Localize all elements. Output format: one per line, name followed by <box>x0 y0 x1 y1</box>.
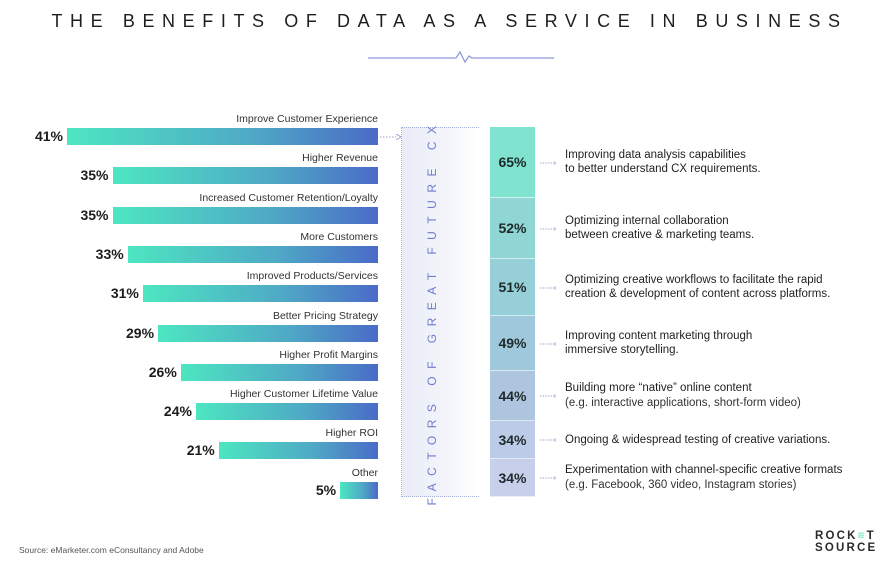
factor-description: Building more “native” online content (e.… <box>565 381 801 410</box>
bar-value-label: 21% <box>186 442 215 459</box>
factor-description: Experimentation with channel-specific cr… <box>565 463 842 492</box>
factor-percent-cell: 51% <box>490 259 535 316</box>
factor-description-line: between creative & marketing teams. <box>565 229 755 241</box>
dotted-connector <box>540 438 556 442</box>
dotted-connector <box>540 227 556 230</box>
dotted-connector <box>540 394 556 398</box>
bar-category-label: Improve Customer Experience <box>236 113 378 125</box>
bar-category-label: Increased Customer Retention/Loyalty <box>199 191 378 204</box>
bar <box>112 206 378 224</box>
bar <box>112 167 378 185</box>
source-note: Source: eMarketer.com eConsultancy and A… <box>19 545 204 555</box>
bar <box>158 324 378 342</box>
factor-percent-cell: 52% <box>490 198 535 259</box>
factors-vertical-label: FACTORS OF GREAT FUTURE CX <box>425 118 439 506</box>
bar-value-label: 24% <box>163 403 192 420</box>
factor-description: Optimizing creative workflows to facilit… <box>565 273 830 302</box>
factor-percent-value: 34% <box>498 431 527 448</box>
factor-description-line: Ongoing & widespread testing of creative… <box>565 433 831 446</box>
factor-percent-cell: 44% <box>490 371 535 421</box>
factor-percent-cell: 34% <box>490 421 535 459</box>
bar-value-label: 26% <box>148 363 177 380</box>
factor-percent-value: 44% <box>498 387 527 404</box>
bar <box>142 285 378 303</box>
factor-percent-cell: 34% <box>490 459 535 497</box>
divider-pulse-icon <box>368 50 554 64</box>
bar-value-label: 35% <box>80 206 109 223</box>
factor-description-line: Improving data analysis capabilities <box>565 148 746 161</box>
bar-category-label: Higher Revenue <box>302 152 378 165</box>
dotted-connector <box>540 342 556 345</box>
factor-description-line: Building more “native” online content <box>565 382 752 394</box>
bar-category-label: Other <box>351 466 378 479</box>
bar <box>67 128 378 145</box>
bar <box>218 442 378 460</box>
factor-description-line: (e.g. interactive applications, short-fo… <box>565 396 801 409</box>
bar <box>180 363 378 381</box>
bar <box>340 481 378 499</box>
factor-description-line: to better understand CX requirements. <box>565 163 761 175</box>
bar-value-label: 35% <box>80 167 109 184</box>
logo-line-1: ROCK≡T <box>815 530 876 542</box>
bar-category-label: Improved Products/Services <box>246 270 378 283</box>
logo-line-2: SOURCE <box>815 542 878 554</box>
bar-value-label: 33% <box>95 245 124 262</box>
bar <box>127 245 378 263</box>
page-title: THE BENEFITS OF DATA AS A SERVICE IN BUS… <box>51 11 848 31</box>
factor-description-line: Experimentation with channel-specific cr… <box>565 464 843 476</box>
factor-description-line: Optimizing creative workflows to facilit… <box>565 273 823 286</box>
factors-panel <box>401 127 479 497</box>
factor-percent-value: 52% <box>498 220 527 236</box>
bar-value-label: 29% <box>126 324 155 341</box>
factor-percent-value: 49% <box>498 335 527 351</box>
factor-description-line: Improving content marketing through <box>565 329 753 342</box>
dotted-connector <box>540 286 556 289</box>
bar-category-label: Higher ROI <box>325 427 378 440</box>
factor-percent-value: 34% <box>498 469 527 486</box>
bar-category-label: Better Pricing Strategy <box>272 309 378 322</box>
factor-description: Ongoing & widespread testing of creative… <box>565 433 830 448</box>
dotted-connector <box>540 161 556 164</box>
factor-description-line: (e.g. Facebook, 360 video, Instagram sto… <box>565 478 797 491</box>
dotted-connector <box>540 476 556 480</box>
bar-category-label: More Customers <box>300 230 378 243</box>
factor-description-line: immersive storytelling. <box>565 344 679 356</box>
bar-value-label: 5% <box>315 481 337 498</box>
factor-percent-value: 51% <box>498 279 527 295</box>
rocketsource-logo: ROCK≡T SOURCE <box>815 530 877 554</box>
factor-percent-cell: 65% <box>490 127 535 198</box>
factor-description: Optimizing internal collaboration between… <box>565 214 754 243</box>
bar-category-label: Higher Profit Margins <box>279 348 378 361</box>
bar-category-label: Higher Customer Lifetime Value <box>229 388 378 401</box>
logo-accent-glyph: ≡ <box>857 530 867 542</box>
factor-description: Improving content marketing through immer… <box>565 329 752 358</box>
factor-description-line: Optimizing internal collaboration <box>565 214 729 227</box>
bar-value-label: 41% <box>34 128 63 144</box>
bar-value-label: 31% <box>110 285 139 302</box>
bar <box>195 403 378 421</box>
factor-description: Improving data analysis capabilities to b… <box>565 148 761 177</box>
factor-percent-cell: 49% <box>490 316 535 371</box>
factor-description-line: creation & development of content across… <box>565 288 831 300</box>
factor-percent-value: 65% <box>498 154 527 170</box>
